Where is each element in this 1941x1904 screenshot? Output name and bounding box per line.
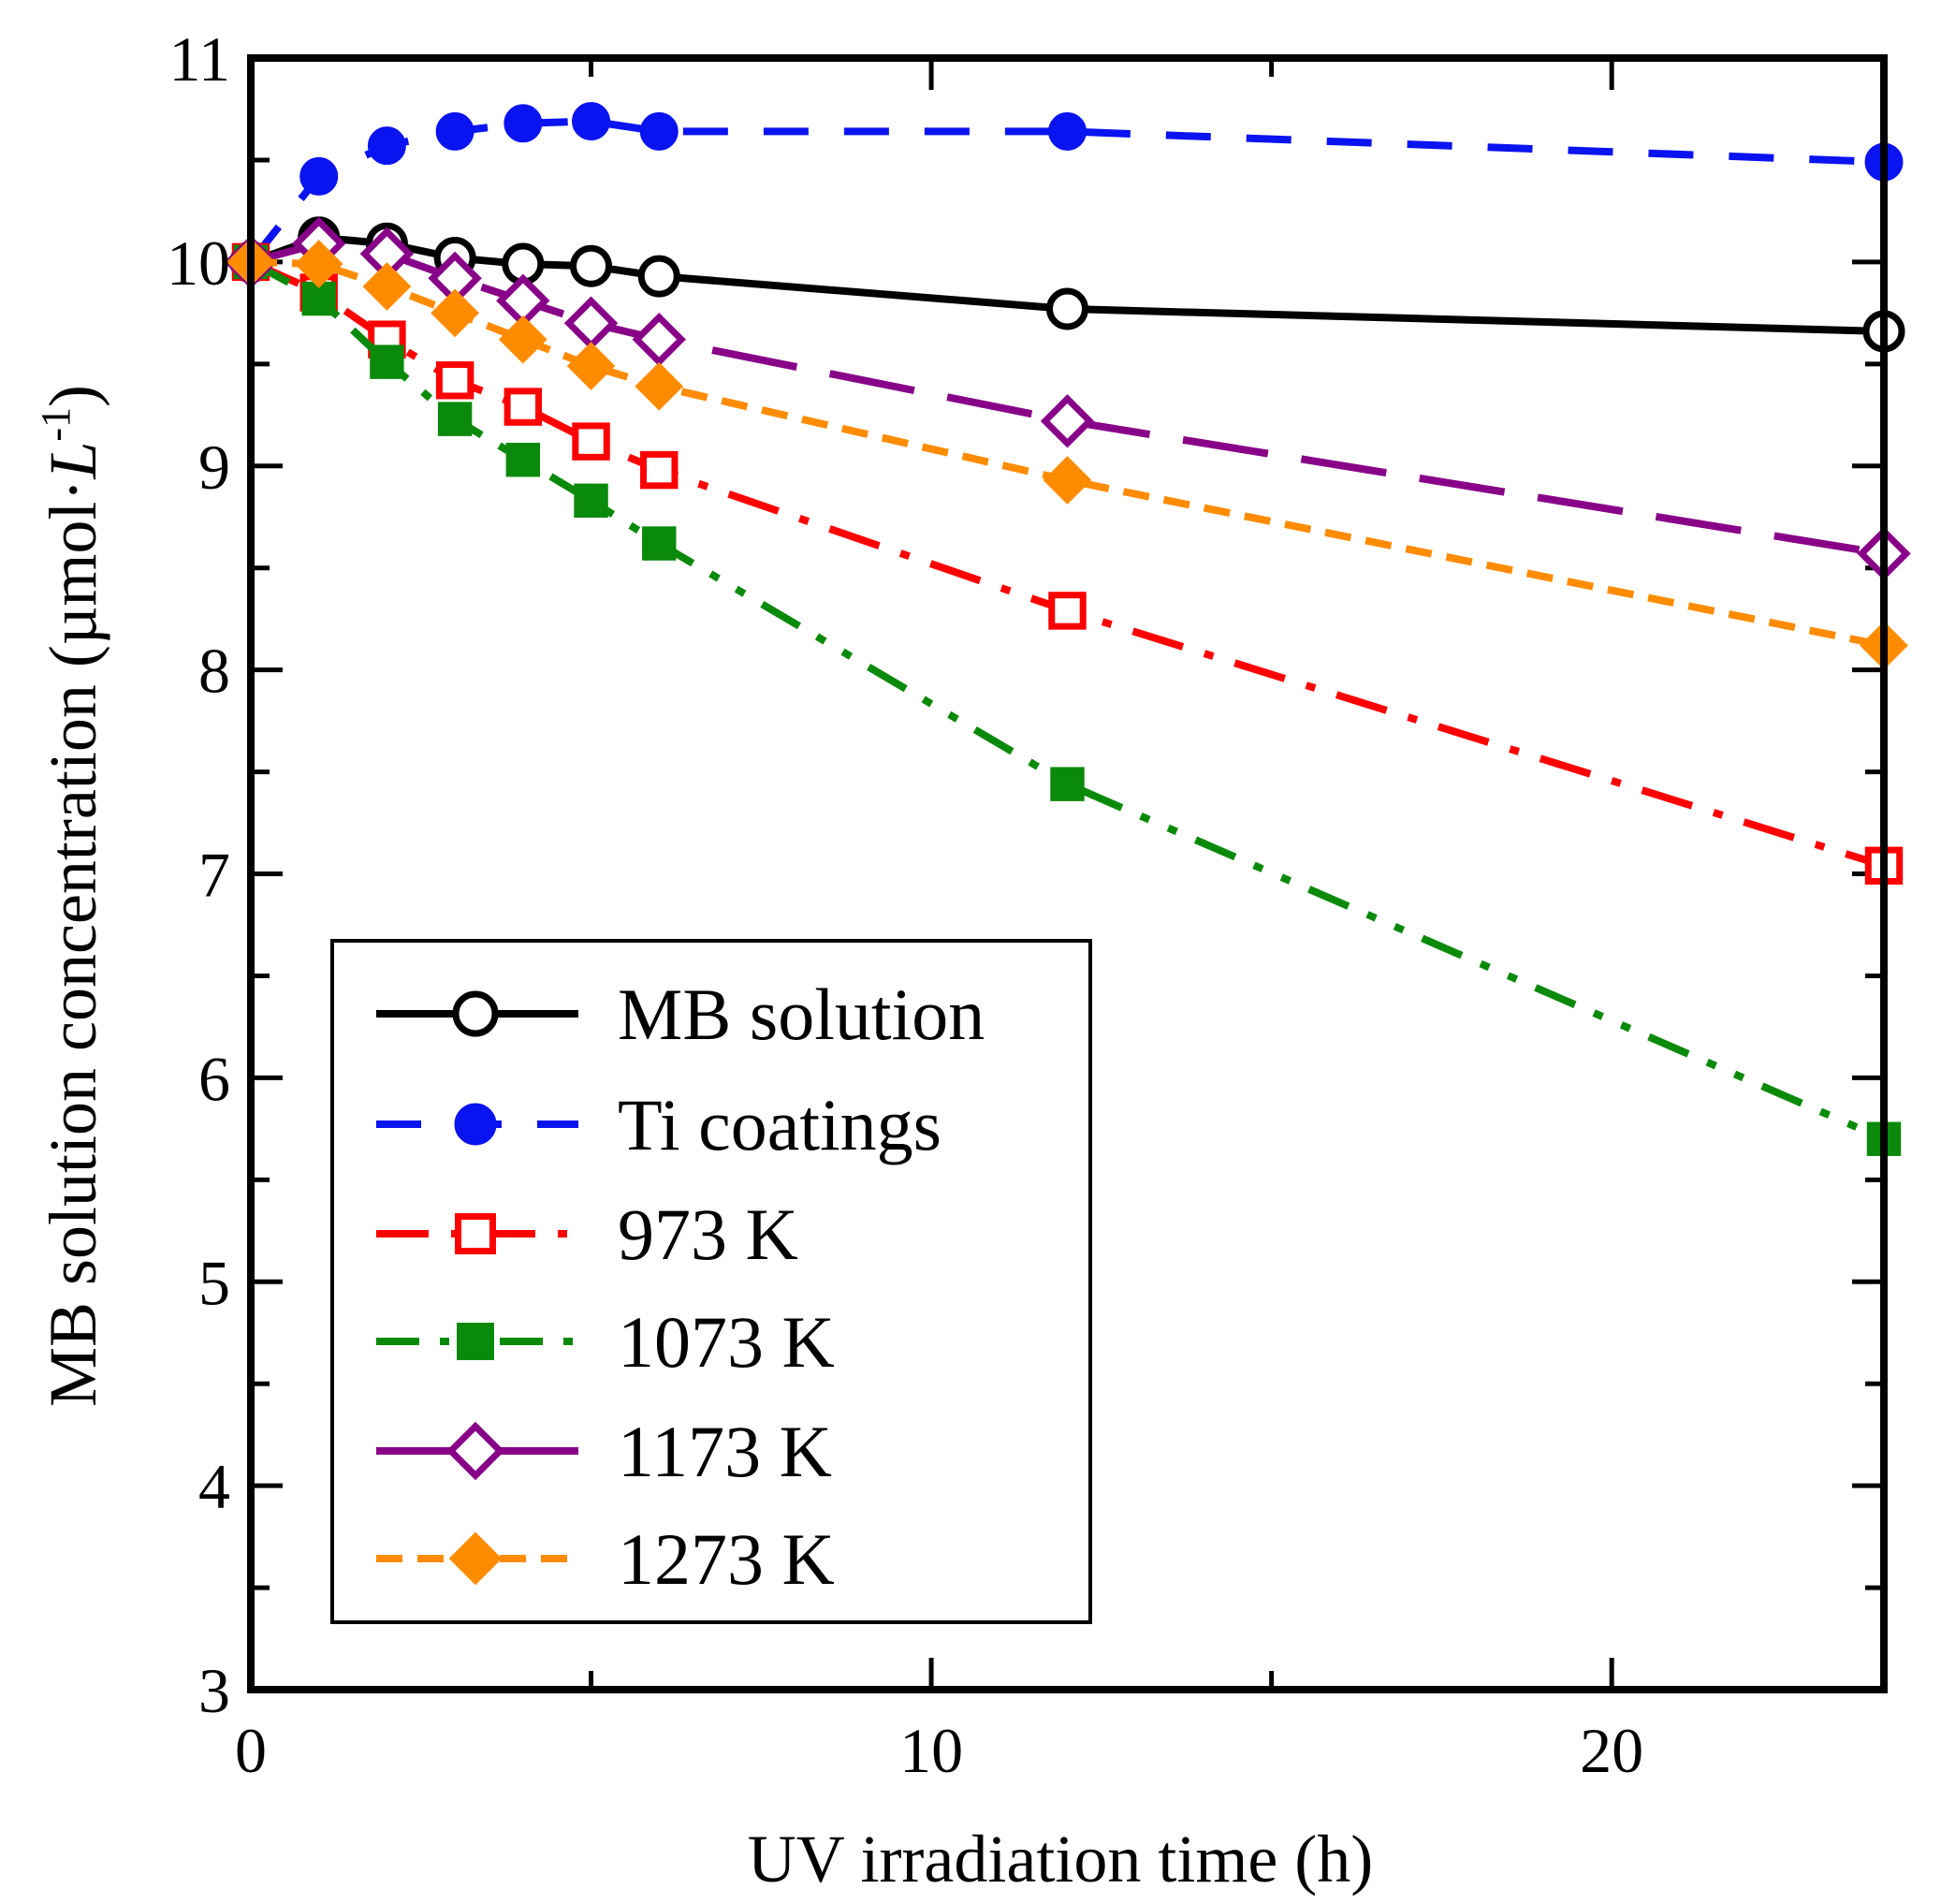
legend-marker bbox=[452, 990, 499, 1037]
series-ti-coatings bbox=[231, 102, 1904, 282]
x-axis-label: UV irradiation time (h) bbox=[748, 1822, 1374, 1897]
data-point bbox=[1046, 287, 1088, 330]
y-axis-label-suffix: ) bbox=[36, 385, 110, 407]
y-tick-label: 8 bbox=[198, 636, 230, 707]
x-tick-label: 20 bbox=[1580, 1715, 1643, 1786]
data-point bbox=[362, 262, 412, 311]
data-point bbox=[505, 442, 541, 477]
legend-marker bbox=[448, 1531, 503, 1586]
legend-marker bbox=[455, 1213, 496, 1254]
y-tick-label: 11 bbox=[169, 23, 230, 95]
legend-label: 1173 K bbox=[618, 1411, 832, 1492]
data-point bbox=[435, 111, 474, 151]
data-point bbox=[572, 422, 610, 461]
data-point bbox=[370, 344, 404, 379]
data-point bbox=[1040, 394, 1095, 448]
y-tick-label: 3 bbox=[198, 1655, 230, 1726]
data-point bbox=[632, 312, 686, 367]
data-point bbox=[503, 388, 543, 426]
data-point bbox=[563, 296, 619, 350]
y-tick-label: 4 bbox=[198, 1451, 230, 1522]
legend-marker bbox=[445, 1421, 505, 1481]
legend-item: 1073 K bbox=[376, 1301, 835, 1383]
x-tick-label: 0 bbox=[235, 1715, 267, 1786]
legend-item: 1273 K bbox=[376, 1518, 835, 1600]
data-point bbox=[637, 255, 680, 298]
series-line bbox=[249, 258, 1886, 870]
data-point bbox=[435, 361, 474, 400]
legend-item: 1173 K bbox=[376, 1411, 832, 1492]
data-point bbox=[1048, 111, 1087, 151]
legend-item: 973 K bbox=[376, 1194, 798, 1275]
series-line bbox=[249, 258, 1886, 1143]
legend-marker bbox=[457, 1323, 494, 1360]
y-axis-label-unit: L bbox=[36, 442, 110, 480]
data-point bbox=[431, 288, 479, 338]
y-axis-label-prefix: MB solution concentration (µmol· bbox=[36, 479, 110, 1407]
data-point bbox=[503, 104, 543, 143]
legend-label: 1073 K bbox=[618, 1301, 835, 1383]
legend-box bbox=[330, 939, 1092, 1624]
data-point bbox=[437, 402, 473, 436]
series-1173-k bbox=[224, 216, 1911, 581]
y-tick-label: 6 bbox=[198, 1043, 230, 1114]
data-point bbox=[639, 111, 679, 151]
data-point bbox=[635, 361, 684, 411]
data-point bbox=[1043, 456, 1092, 505]
legend-label: MB solution bbox=[618, 974, 985, 1055]
data-point bbox=[299, 156, 339, 196]
data-point bbox=[1050, 767, 1085, 801]
data-point bbox=[574, 483, 608, 519]
legend-label: 973 K bbox=[618, 1194, 798, 1275]
series-1273-k bbox=[226, 238, 1908, 670]
y-tick-label: 5 bbox=[198, 1247, 230, 1318]
data-point bbox=[301, 281, 336, 316]
legend-marker bbox=[454, 1103, 497, 1146]
legend-label: 1273 K bbox=[618, 1518, 835, 1600]
data-point bbox=[640, 450, 679, 490]
y-tick-label: 7 bbox=[198, 840, 230, 911]
y-axis-label-exponent: -1 bbox=[33, 407, 79, 442]
data-point bbox=[572, 102, 611, 141]
data-point bbox=[1048, 592, 1087, 630]
data-point bbox=[498, 315, 547, 364]
data-point bbox=[570, 244, 613, 287]
data-point bbox=[294, 240, 343, 288]
y-tick-label: 9 bbox=[198, 432, 230, 503]
y-tick-label: 10 bbox=[167, 227, 230, 299]
tick-labels: 0 10 20 3 4 5 6 7 8 9 10 11 bbox=[167, 23, 1643, 1786]
series-line bbox=[250, 257, 1885, 650]
legend-item: Ti coatings bbox=[376, 1084, 941, 1165]
data-point bbox=[566, 342, 616, 390]
data-point bbox=[642, 526, 677, 561]
plot-frame bbox=[247, 54, 1888, 1693]
x-tick-label: 10 bbox=[899, 1715, 963, 1786]
legend: MB solution Ti coatings 973 K 1073 K 1173 … bbox=[330, 939, 1092, 1624]
legend-item: MB solution bbox=[376, 974, 985, 1055]
data-point bbox=[367, 126, 406, 166]
y-axis-label: MB solution concentration (µmol·L-1) bbox=[33, 385, 110, 1407]
legend-label: Ti coatings bbox=[618, 1084, 941, 1165]
